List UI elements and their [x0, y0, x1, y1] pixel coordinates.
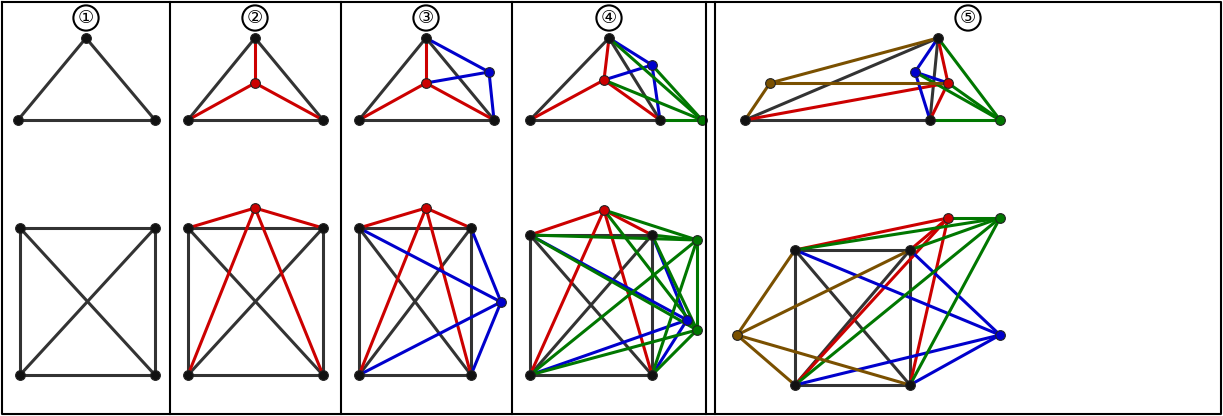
Text: ①: ① [78, 9, 94, 27]
Text: ②: ② [247, 9, 263, 27]
Text: ③: ③ [418, 9, 434, 27]
Text: ④: ④ [600, 9, 618, 27]
Text: ⑤: ⑤ [960, 9, 976, 27]
